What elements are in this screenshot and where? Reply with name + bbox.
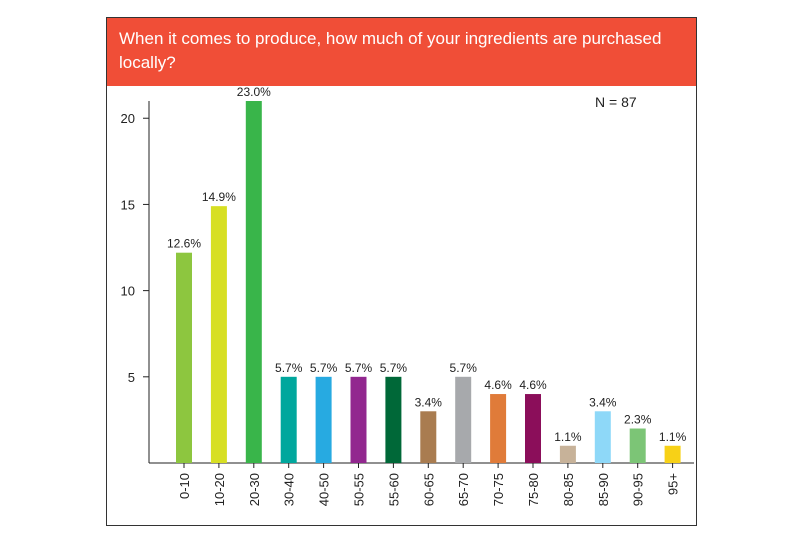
data-label: 4.6% <box>519 378 547 392</box>
bar <box>315 376 332 463</box>
x-tick-label: 10-20 <box>212 473 227 506</box>
data-label: 1.1% <box>554 430 582 444</box>
x-tick-label: 70-75 <box>491 473 506 506</box>
data-label: 12.6% <box>167 237 201 251</box>
x-tick-label: 50-55 <box>352 473 367 506</box>
x-tick-label: 65-70 <box>456 473 471 506</box>
y-tick-label: 15 <box>121 197 135 212</box>
x-tick-label: 95+ <box>666 473 681 495</box>
x-tick-label: 0-10 <box>177 473 192 499</box>
x-tick-label: 30-40 <box>282 473 297 506</box>
data-label: 1.1% <box>659 430 687 444</box>
bars: 12.6% 14.9% 23.0% 5.7% 5.7% 5.7% 5.7% 3.4% 5.7% 4… <box>167 85 687 463</box>
bar <box>350 376 367 463</box>
y-tick-label: 5 <box>128 370 135 385</box>
data-label: 5.7% <box>345 361 373 375</box>
x-tick-label: 55-60 <box>386 473 401 506</box>
x-tick-label: 40-50 <box>317 473 332 506</box>
data-label: 14.9% <box>202 190 236 204</box>
y-tick-label: 10 <box>121 284 135 299</box>
x-tick-label: 90-95 <box>631 473 646 506</box>
axes: 5 10 15 20 0-10 10-20 20-30 30-40 40-50 50-55 55-6… <box>121 101 694 506</box>
y-tick-label: 20 <box>121 111 135 126</box>
bar <box>629 428 646 463</box>
data-label: 5.7% <box>380 361 408 375</box>
bar <box>455 376 472 463</box>
bar <box>490 394 507 463</box>
bar <box>559 445 576 463</box>
data-label: 4.6% <box>484 378 512 392</box>
x-tick-label: 80-85 <box>561 473 576 506</box>
data-label: 2.3% <box>624 413 652 427</box>
bar <box>385 376 402 463</box>
data-label: 3.4% <box>589 395 617 409</box>
x-tick-label: 60-65 <box>421 473 436 506</box>
data-label: 5.7% <box>275 361 303 375</box>
bar-chart: 5 10 15 20 0-10 10-20 20-30 30-40 40-50 50-55 55-6… <box>121 85 694 506</box>
sample-size-label: N = 87 <box>595 94 637 110</box>
data-label: 5.7% <box>310 361 338 375</box>
data-label: 3.4% <box>415 395 443 409</box>
data-label: 23.0% <box>237 85 271 99</box>
data-label: 5.7% <box>450 361 478 375</box>
bar <box>420 411 437 463</box>
bar <box>280 376 297 463</box>
bar <box>176 252 192 463</box>
chart-frame: When it comes to produce, how much of yo… <box>106 17 697 526</box>
bar <box>245 101 262 463</box>
chart-title: When it comes to produce, how much of yo… <box>107 18 696 86</box>
x-tick-label: 75-80 <box>526 473 541 506</box>
x-tick-label: 20-30 <box>247 473 262 506</box>
bar <box>210 206 227 463</box>
bar <box>664 445 681 463</box>
bar <box>594 411 611 463</box>
x-tick-label: 85-90 <box>596 473 611 506</box>
bar <box>525 394 541 463</box>
